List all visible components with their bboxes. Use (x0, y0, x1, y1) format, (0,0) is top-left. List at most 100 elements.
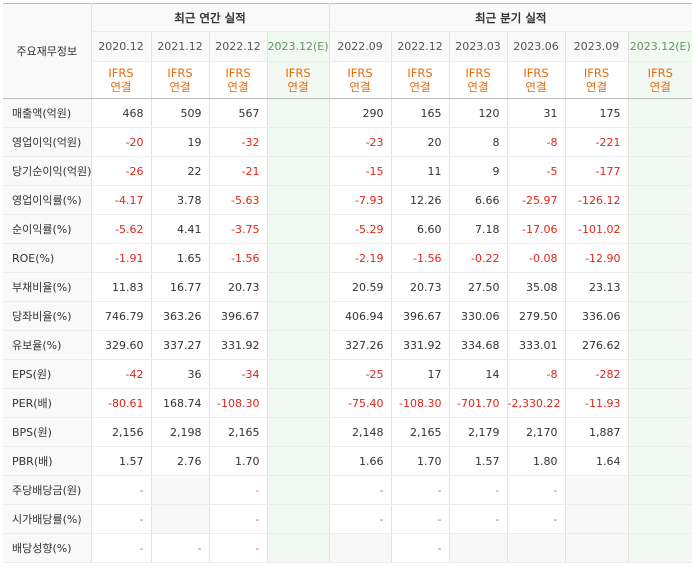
table-cell: 168.74 (151, 388, 210, 418)
table-cell: - (209, 533, 268, 563)
ifrs-basis-label: IFRS 연결 (328, 61, 392, 99)
table-cell: 468 (91, 98, 152, 128)
table-cell: 329.60 (91, 330, 152, 360)
ifrs-label: IFRS (523, 66, 549, 80)
table-cell: 290 (328, 98, 392, 128)
period-header: 2022.12 (209, 31, 268, 62)
row-label: ROE(%) (3, 243, 92, 273)
ifrs-basis-label: IFRS 연결 (391, 61, 450, 99)
table-cell (565, 475, 629, 505)
table-cell: 567 (209, 98, 268, 128)
period-header: 2022.09 (328, 31, 392, 62)
table-row: 배당성향(%) - - - - (3, 533, 692, 563)
consolidated-label: 연결 (227, 80, 249, 94)
table-cell: - (507, 504, 566, 534)
table-row: 유보율(%) 329.60 337.27 331.92 327.26 331.92 334.… (3, 330, 692, 360)
ifrs-basis-label: IFRS 연결 (91, 61, 152, 99)
table-cell: -108.30 (391, 388, 450, 418)
table-cell: -5.29 (328, 214, 392, 244)
table-cell: 396.67 (391, 301, 450, 331)
table-row: EPS(원) -42 36 -34 -25 17 14 -8 -282 (3, 359, 692, 389)
table-cell: 1.66 (328, 446, 392, 476)
consolidated-label: 연결 (467, 80, 489, 94)
table-cell: 31 (507, 98, 566, 128)
table-cell: 17 (391, 359, 450, 389)
table-cell (628, 214, 692, 244)
table-cell: 9 (449, 156, 508, 186)
table-cell: -25.97 (507, 185, 566, 215)
row-label: 영업이익률(%) (3, 185, 92, 215)
period-header: 2022.12 (391, 31, 450, 62)
table-cell: 396.67 (209, 301, 268, 331)
table-row: PER(배) -80.61 168.74 -108.30 -75.40 -108.30 -7… (3, 388, 692, 418)
table-cell: -20 (91, 127, 152, 157)
table-cell: 23.13 (565, 272, 629, 302)
table-row: 시가배당률(%) - - - - - - (3, 504, 692, 534)
table-cell (267, 330, 330, 360)
table-cell: 1.57 (449, 446, 508, 476)
table-cell: 333.01 (507, 330, 566, 360)
table-cell: - (391, 533, 450, 563)
period-header: 2023.06 (507, 31, 566, 62)
table-cell: 327.26 (328, 330, 392, 360)
table-cell: -108.30 (209, 388, 268, 418)
table-cell: - (449, 475, 508, 505)
table-cell: 3.78 (151, 185, 210, 215)
row-label: 배당성향(%) (3, 533, 92, 563)
period-header: 2023.12(E) (267, 31, 330, 62)
table-cell (267, 214, 330, 244)
row-label: BPS(원) (3, 417, 92, 447)
table-cell (628, 359, 692, 389)
table-cell: -282 (565, 359, 629, 389)
table-row: 순이익률(%) -5.62 4.41 -3.75 -5.29 6.60 7.18 -17.06… (3, 214, 692, 244)
table-cell: 14 (449, 359, 508, 389)
table-cell (628, 417, 692, 447)
ifrs-label: IFRS (108, 66, 134, 80)
consolidated-label: 연결 (525, 80, 547, 94)
table-cell: 2,179 (449, 417, 508, 447)
row-label: EPS(원) (3, 359, 92, 389)
table-cell (628, 272, 692, 302)
table-cell: - (151, 533, 210, 563)
table-cell: 2,156 (91, 417, 152, 447)
row-label: PBR(배) (3, 446, 92, 476)
table-cell: 334.68 (449, 330, 508, 360)
table-cell: -12.90 (565, 243, 629, 273)
table-cell (267, 504, 330, 534)
table-cell: - (91, 475, 152, 505)
row-label: 매출액(억원) (3, 98, 92, 128)
table-cell (328, 533, 392, 563)
table-cell: 2,165 (209, 417, 268, 447)
table-cell: -1.91 (91, 243, 152, 273)
period-header: 2023.12(E) (628, 31, 692, 62)
period-header: 2023.09 (565, 31, 629, 62)
table-cell: -2.19 (328, 243, 392, 273)
table-cell: 8 (449, 127, 508, 157)
table-row: 영업이익률(%) -4.17 3.78 -5.63 -7.93 12.26 6.66 -25.… (3, 185, 692, 215)
table-cell (267, 359, 330, 389)
ifrs-basis-label: IFRS 연결 (151, 61, 210, 99)
table-cell (565, 533, 629, 563)
table-cell (628, 98, 692, 128)
table-cell (628, 475, 692, 505)
table-cell: -8 (507, 359, 566, 389)
ifrs-label: IFRS (225, 66, 251, 80)
table-cell: 4.41 (151, 214, 210, 244)
table-cell (628, 243, 692, 273)
table-row: PBR(배) 1.57 2.76 1.70 1.66 1.70 1.57 1.80 1.64 (3, 446, 692, 476)
table-cell: 12.26 (391, 185, 450, 215)
table-cell (507, 533, 566, 563)
table-cell: 20.59 (328, 272, 392, 302)
period-header: 2023.03 (449, 31, 508, 62)
table-cell (628, 185, 692, 215)
table-cell: -17.06 (507, 214, 566, 244)
table-cell: 20.73 (209, 272, 268, 302)
table-cell: 1,887 (565, 417, 629, 447)
table-cell: -4.17 (91, 185, 152, 215)
table-cell (267, 301, 330, 331)
table-cell: 1.57 (91, 446, 152, 476)
table-cell: -80.61 (91, 388, 152, 418)
table-cell (267, 185, 330, 215)
table-cell (628, 330, 692, 360)
table-cell: -177 (565, 156, 629, 186)
